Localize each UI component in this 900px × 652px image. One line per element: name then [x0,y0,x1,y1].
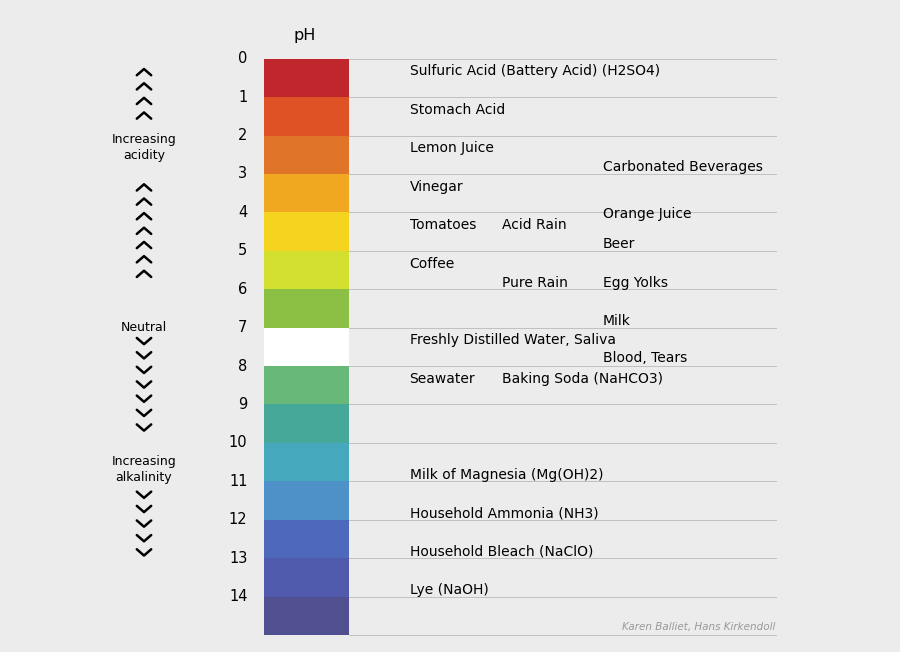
Text: Milk of Magnesia (Mg(OH)2): Milk of Magnesia (Mg(OH)2) [410,468,603,482]
Text: Household Bleach (NaClO): Household Bleach (NaClO) [410,544,593,559]
Text: Seawater: Seawater [410,372,475,386]
Bar [264,366,349,404]
Text: 4: 4 [238,205,248,220]
Bar [264,59,349,97]
Bar [264,558,349,597]
Text: 11: 11 [229,474,248,489]
Text: Karen Balliet, Hans Kirkendoll: Karen Balliet, Hans Kirkendoll [623,623,776,632]
Text: Blood, Tears: Blood, Tears [603,351,688,364]
Text: 10: 10 [229,436,248,451]
Text: pH: pH [293,28,315,43]
Text: 6: 6 [238,282,248,297]
Text: 9: 9 [238,397,248,412]
Text: Freshly Distilled Water, Saliva: Freshly Distilled Water, Saliva [410,333,616,348]
Text: Lemon Juice: Lemon Juice [410,141,493,155]
Text: 13: 13 [230,551,248,566]
Text: Coffee: Coffee [410,256,454,271]
Bar [264,213,349,251]
Text: Orange Juice: Orange Juice [603,207,691,220]
Text: Household Ammonia (NH3): Household Ammonia (NH3) [410,507,598,520]
Text: Lye (NaOH): Lye (NaOH) [410,583,488,597]
Text: 1: 1 [238,89,248,104]
Text: 5: 5 [238,243,248,258]
Text: Sulfuric Acid (Battery Acid) (H2SO4): Sulfuric Acid (Battery Acid) (H2SO4) [410,65,660,78]
Bar [264,327,349,366]
Text: Tomatoes: Tomatoes [410,218,476,232]
Text: Beer: Beer [603,237,635,251]
Bar [264,97,349,136]
Text: Baking Soda (NaHCO3): Baking Soda (NaHCO3) [502,372,663,386]
Text: 2: 2 [238,128,248,143]
Bar [264,251,349,289]
Text: Vinegar: Vinegar [410,180,464,194]
Bar [264,597,349,635]
Text: 12: 12 [229,512,248,527]
Text: Milk: Milk [603,314,631,328]
Text: 0: 0 [238,51,248,67]
Text: 8: 8 [238,359,248,374]
Bar [264,404,349,443]
Text: Acid Rain: Acid Rain [502,218,567,232]
Text: Increasing
acidity: Increasing acidity [112,132,176,162]
Text: Stomach Acid: Stomach Acid [410,103,505,117]
Bar [264,289,349,327]
Text: Neutral: Neutral [121,321,167,334]
Text: 3: 3 [238,166,248,181]
Text: 14: 14 [229,589,248,604]
Text: Pure Rain: Pure Rain [502,276,568,289]
Text: Egg Yolks: Egg Yolks [603,276,668,289]
Bar [264,443,349,481]
Text: 7: 7 [238,320,248,335]
Bar [264,520,349,558]
Text: Increasing
alkalinity: Increasing alkalinity [112,455,176,484]
Bar [264,136,349,174]
Bar [264,174,349,213]
Bar [264,481,349,520]
Text: Carbonated Beverages: Carbonated Beverages [603,160,763,175]
